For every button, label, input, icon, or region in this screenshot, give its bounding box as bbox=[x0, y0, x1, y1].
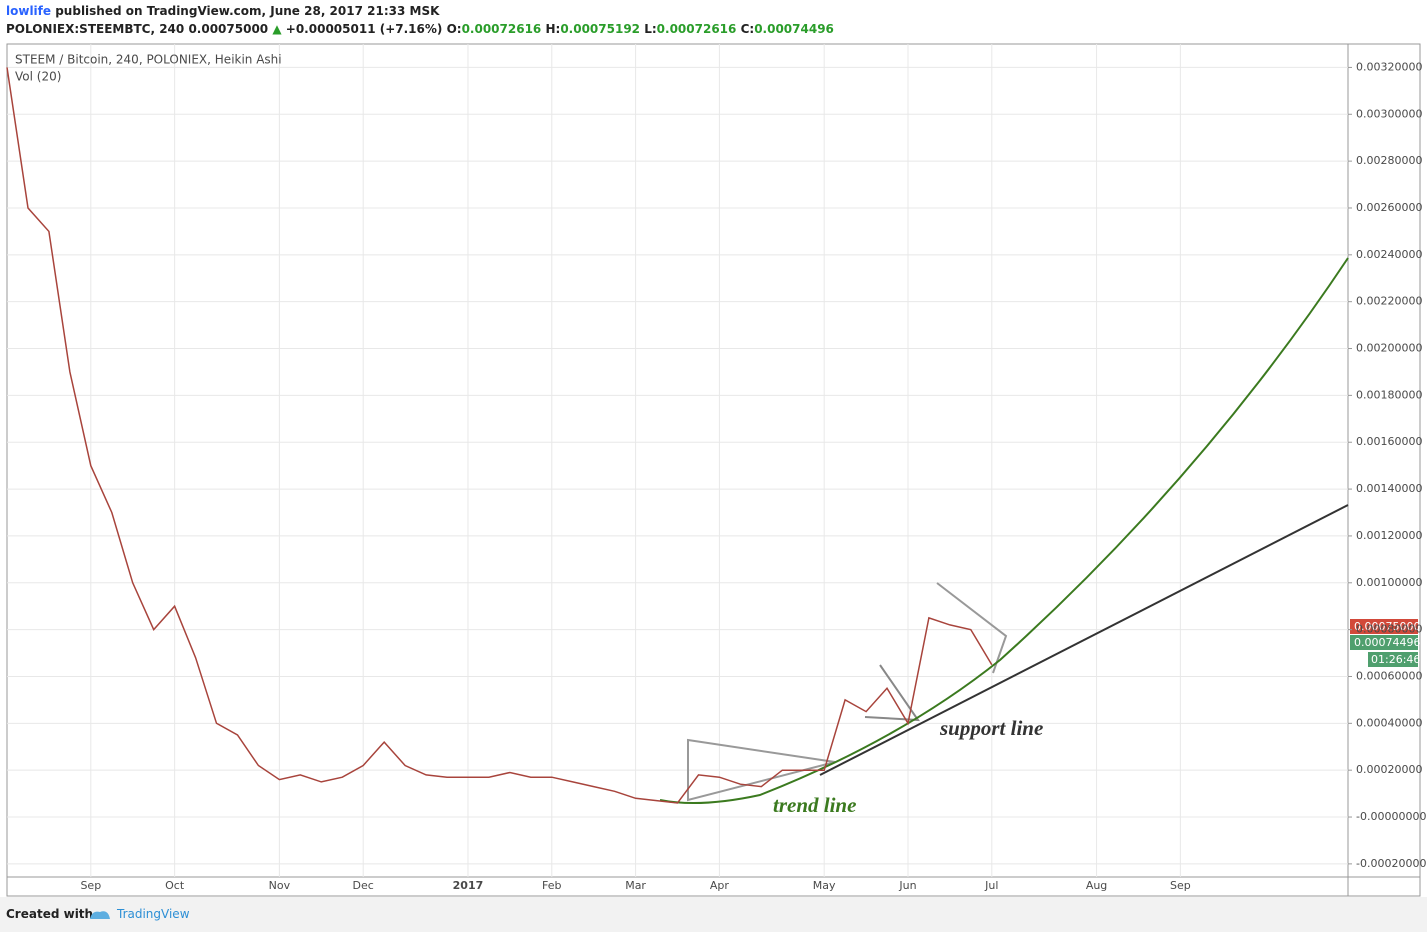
frame bbox=[6, 43, 1421, 897]
header: lowlife published on TradingView.com, Ju… bbox=[6, 4, 439, 18]
triangle-drawing bbox=[936, 582, 1008, 674]
y-tick-label: -0.00000000 bbox=[1356, 810, 1426, 823]
y-tick-label: 0.00100000 bbox=[1356, 576, 1422, 589]
brand[interactable]: TradingView bbox=[117, 907, 190, 921]
logo bbox=[90, 911, 110, 919]
created-with: Created with bbox=[6, 907, 94, 921]
y-tick-label: 0.00240000 bbox=[1356, 248, 1422, 261]
annotation: support line bbox=[939, 716, 1043, 740]
x-tick-label: May bbox=[813, 879, 836, 892]
y-tick-label: 0.00160000 bbox=[1356, 435, 1422, 448]
annotation: trend line bbox=[773, 793, 856, 817]
symbol: POLONIEX:STEEMBTC, 240 bbox=[6, 22, 185, 36]
triangle-drawing bbox=[687, 738, 836, 802]
symbol-bar: POLONIEX:STEEMBTC, 240 0.00075000 ▲ +0.0… bbox=[6, 22, 834, 36]
y-tick-label: 0.00080000 bbox=[1356, 623, 1422, 636]
x-tick-label: Oct bbox=[165, 879, 185, 892]
grid bbox=[7, 44, 1348, 877]
price-tag: 0.00074496 bbox=[1354, 636, 1420, 649]
x-tick-label: Apr bbox=[710, 879, 730, 892]
chart-subtitle: Vol (20) bbox=[15, 70, 61, 84]
x-tick-label: Nov bbox=[269, 879, 291, 892]
o: 0.00072616 bbox=[461, 22, 542, 36]
c-label: C: bbox=[740, 22, 755, 36]
price-tag-bg bbox=[1350, 635, 1418, 650]
timer-bg bbox=[1368, 652, 1418, 667]
triangle-drawing bbox=[864, 664, 920, 722]
timer: 01:26:46 bbox=[1371, 653, 1420, 666]
x-tick-label: 2017 bbox=[453, 879, 484, 892]
y-tick-label: 0.00200000 bbox=[1356, 342, 1422, 355]
y-tick-label: 0.00060000 bbox=[1356, 669, 1422, 682]
y-tick-label: 0.00280000 bbox=[1356, 154, 1422, 167]
y-tick-label: 0.00020000 bbox=[1356, 763, 1422, 776]
price-tag-bg bbox=[1350, 619, 1418, 634]
support-line bbox=[819, 504, 1349, 776]
arrow: ▲ bbox=[272, 22, 282, 36]
trend-curve bbox=[659, 257, 1349, 805]
x-tick-label: Jul bbox=[984, 879, 998, 892]
x-tick-label: Jun bbox=[898, 879, 916, 892]
y-tick-label: 0.00180000 bbox=[1356, 388, 1422, 401]
h-label: H: bbox=[545, 22, 561, 36]
change: +0.00005011 (+7.16%) bbox=[285, 22, 443, 36]
y-tick-label: 0.00320000 bbox=[1356, 60, 1422, 73]
o-label: O: bbox=[446, 22, 462, 36]
h: 0.00075192 bbox=[560, 22, 641, 36]
y-tick-label: 0.00040000 bbox=[1356, 716, 1422, 729]
price: 0.00075000 bbox=[188, 22, 269, 36]
x-tick-label: Sep bbox=[1170, 879, 1191, 892]
chart-title: STEEM / Bitcoin, 240, POLONIEX, Heikin A… bbox=[15, 53, 282, 67]
x-tick-label: Sep bbox=[80, 879, 101, 892]
author[interactable]: lowlife bbox=[6, 4, 52, 18]
published: published on TradingView.com, June 28, 2… bbox=[55, 4, 440, 18]
y-tick-label: 0.00140000 bbox=[1356, 482, 1422, 495]
price-tag: 0.00075000 bbox=[1354, 620, 1420, 633]
y-tick-label: 0.00220000 bbox=[1356, 295, 1422, 308]
y-tick-label: 0.00120000 bbox=[1356, 529, 1422, 542]
chart: STEEM / Bitcoin, 240, POLONIEX, Heikin A… bbox=[6, 43, 1426, 897]
x-tick-label: Mar bbox=[625, 879, 646, 892]
x-tick-label: Aug bbox=[1086, 879, 1107, 892]
l: 0.00072616 bbox=[656, 22, 737, 36]
y-tick-label: -0.00020000 bbox=[1356, 857, 1426, 870]
c: 0.00074496 bbox=[754, 22, 834, 36]
x-tick-label: Feb bbox=[542, 879, 561, 892]
y-tick-label: 0.00260000 bbox=[1356, 201, 1422, 214]
footer: Created with TradingView bbox=[0, 897, 1427, 932]
price-line bbox=[6, 67, 993, 804]
x-tick-label: Dec bbox=[353, 879, 374, 892]
y-tick-label: 0.00300000 bbox=[1356, 107, 1422, 120]
l-label: L: bbox=[644, 22, 657, 36]
